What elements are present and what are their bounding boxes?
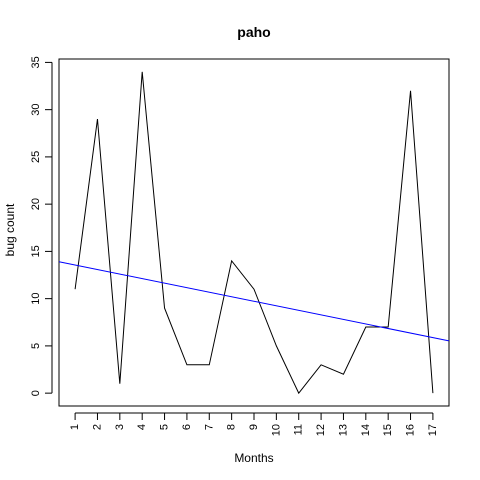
x-tick-label-2: 2 — [91, 424, 103, 430]
x-tick-label-1: 1 — [69, 424, 81, 430]
trend-line — [58, 261, 450, 342]
y-tick-label-0: 0 — [30, 390, 42, 396]
y-tick-label-30: 30 — [30, 104, 42, 116]
x-tick-label-4: 4 — [136, 424, 148, 430]
x-tick-label-6: 6 — [181, 424, 193, 430]
x-tick-label-12: 12 — [315, 424, 327, 436]
x-tick-label-8: 8 — [226, 424, 238, 430]
x-tick-label-3: 3 — [114, 424, 126, 430]
x-tick-label-14: 14 — [360, 424, 372, 436]
y-tick-label-35: 35 — [30, 56, 42, 68]
y-tick-label-25: 25 — [30, 151, 42, 163]
plot-frame — [58, 58, 450, 407]
y-tick-label-15: 15 — [30, 245, 42, 257]
series-line-0 — [74, 71, 434, 395]
x-tick-label-17: 17 — [427, 424, 439, 436]
chart-title: paho — [237, 24, 270, 40]
y-axis-label: bug count — [3, 203, 17, 256]
x-axis-label: Months — [234, 451, 273, 465]
y-tick-label-5: 5 — [30, 343, 42, 349]
x-tick-label-13: 13 — [337, 424, 349, 436]
x-tick-label-7: 7 — [203, 424, 215, 430]
y-tick-label-10: 10 — [30, 293, 42, 305]
x-tick-label-9: 9 — [248, 424, 260, 430]
x-tick-label-10: 10 — [270, 424, 282, 436]
x-tick-label-15: 15 — [382, 424, 394, 436]
x-tick-label-11: 11 — [293, 424, 305, 435]
x-tick-label-16: 16 — [405, 424, 417, 436]
y-tick-label-20: 20 — [30, 198, 42, 210]
x-tick-label-5: 5 — [159, 424, 171, 430]
